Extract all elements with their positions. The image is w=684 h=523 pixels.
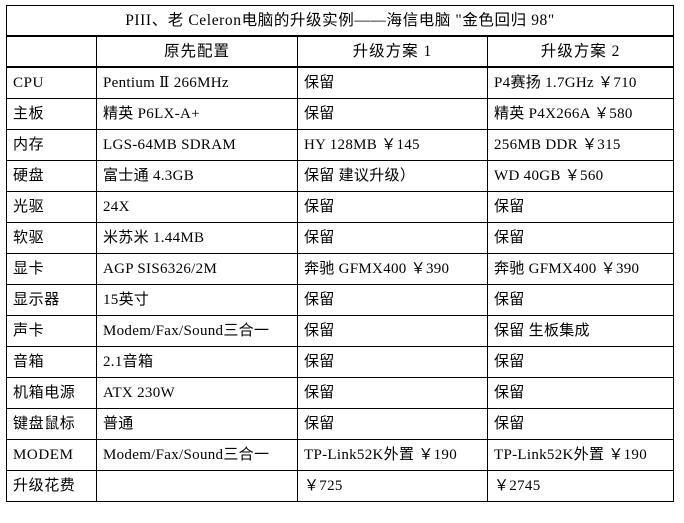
row-label: 主板 bbox=[6, 98, 97, 130]
table-row: 硬盘 富士通 4.3GB 保留 建议升级） WD 40GB ￥560 bbox=[6, 160, 675, 192]
header-cell-blank bbox=[6, 35, 97, 68]
table-title-row: PIII、老 Celeron电脑的升级实例——海信电脑 "金色回归 98" bbox=[5, 5, 675, 37]
header-cell-plan2: 升级方案 2 bbox=[486, 35, 675, 68]
table-row: 声卡 Modem/Fax/Sound三合一 保留 保留 生板集成 bbox=[6, 315, 675, 347]
cell-original: Pentium Ⅱ 266MHz bbox=[96, 66, 298, 99]
cell-plan1: 保留 bbox=[297, 408, 488, 440]
table-row: 显示器 15英寸 保留 保留 bbox=[6, 284, 675, 316]
cell-plan1: 保留 bbox=[297, 284, 488, 316]
table-body: PIII、老 Celeron电脑的升级实例——海信电脑 "金色回归 98" 原先… bbox=[5, 5, 675, 502]
cell-plan2: 256MB DDR ￥315 bbox=[486, 129, 675, 161]
table-row: MODEM Modem/Fax/Sound三合一 TP-Link52K外置 ￥1… bbox=[6, 439, 675, 471]
row-label: 显卡 bbox=[6, 253, 97, 285]
cell-plan1: ￥725 bbox=[297, 470, 488, 502]
cell-plan1: 保留 bbox=[297, 377, 488, 409]
cell-plan2: WD 40GB ￥560 bbox=[486, 160, 675, 192]
cell-plan1: 保留 bbox=[297, 315, 488, 347]
row-label: 光驱 bbox=[6, 191, 97, 223]
table-row: CPU Pentium Ⅱ 266MHz 保留 P4赛扬 1.7GHz ￥710 bbox=[6, 66, 675, 99]
row-label: MODEM bbox=[6, 439, 97, 471]
table-row: 软驱 米苏米 1.44MB 保留 保留 bbox=[6, 222, 675, 254]
row-label: 硬盘 bbox=[6, 160, 97, 192]
cell-original: 富士通 4.3GB bbox=[96, 160, 298, 192]
table-row: 音箱 2.1音箱 保留 保留 bbox=[6, 346, 675, 378]
row-label: 声卡 bbox=[6, 315, 97, 347]
table-row: 显卡 AGP SIS6326/2M 奔驰 GFMX400 ￥390 奔驰 GFM… bbox=[6, 253, 675, 285]
table-row: 键盘鼠标 普通 保留 保留 bbox=[6, 408, 675, 440]
row-label: CPU bbox=[6, 66, 97, 99]
table-title: PIII、老 Celeron电脑的升级实例——海信电脑 "金色回归 98" bbox=[5, 5, 675, 37]
cell-original: 2.1音箱 bbox=[96, 346, 298, 378]
spec-table-wrapper: PIII、老 Celeron电脑的升级实例——海信电脑 "金色回归 98" 原先… bbox=[5, 5, 675, 502]
cell-plan2: 奔驰 GFMX400 ￥390 bbox=[486, 253, 675, 285]
cell-original: 米苏米 1.44MB bbox=[96, 222, 298, 254]
cell-original: Modem/Fax/Sound三合一 bbox=[96, 439, 298, 471]
table-row: 光驱 24X 保留 保留 bbox=[6, 191, 675, 223]
cell-plan1: 保留 bbox=[297, 346, 488, 378]
cell-plan2: TP-Link52K外置 ￥190 bbox=[486, 439, 675, 471]
cell-original: 15英寸 bbox=[96, 284, 298, 316]
row-label: 升级花费 bbox=[6, 470, 97, 502]
cell-plan2: 保留 bbox=[486, 408, 675, 440]
cell-plan2: 保留 bbox=[486, 346, 675, 378]
cell-plan1: HY 128MB ￥145 bbox=[297, 129, 488, 161]
row-label: 键盘鼠标 bbox=[6, 408, 97, 440]
cell-original: 24X bbox=[96, 191, 298, 223]
cell-plan1: 保留 bbox=[297, 66, 488, 99]
row-label: 内存 bbox=[6, 129, 97, 161]
header-cell-plan1: 升级方案 1 bbox=[297, 35, 488, 68]
row-label: 音箱 bbox=[6, 346, 97, 378]
cell-plan1: 奔驰 GFMX400 ￥390 bbox=[297, 253, 488, 285]
cell-original: AGP SIS6326/2M bbox=[96, 253, 298, 285]
cell-plan2: 保留 生板集成 bbox=[486, 315, 675, 347]
table-row: 内存 LGS-64MB SDRAM HY 128MB ￥145 256MB DD… bbox=[6, 129, 675, 161]
cell-original: 精英 P6LX-A+ bbox=[96, 98, 298, 130]
cell-plan2: ￥2745 bbox=[486, 470, 675, 502]
cell-plan2: 保留 bbox=[486, 284, 675, 316]
upgrade-spec-table: PIII、老 Celeron电脑的升级实例——海信电脑 "金色回归 98" 原先… bbox=[5, 5, 675, 502]
table-row: 机箱电源 ATX 230W 保留 保留 bbox=[6, 377, 675, 409]
cell-plan2: 保留 bbox=[486, 377, 675, 409]
header-cell-original: 原先配置 bbox=[96, 35, 298, 68]
cell-plan2: 保留 bbox=[486, 222, 675, 254]
cell-original: 普通 bbox=[96, 408, 298, 440]
cell-plan2: P4赛扬 1.7GHz ￥710 bbox=[486, 66, 675, 99]
table-row: 主板 精英 P6LX-A+ 保留 精英 P4X266A ￥580 bbox=[6, 98, 675, 130]
cell-plan1: TP-Link52K外置 ￥190 bbox=[297, 439, 488, 471]
cell-plan2: 保留 bbox=[486, 191, 675, 223]
table-row-total: 升级花费 ￥725 ￥2745 bbox=[6, 470, 675, 502]
row-label: 机箱电源 bbox=[6, 377, 97, 409]
cell-plan1: 保留 建议升级） bbox=[297, 160, 488, 192]
row-label: 软驱 bbox=[6, 222, 97, 254]
cell-plan2: 精英 P4X266A ￥580 bbox=[486, 98, 675, 130]
cell-plan1: 保留 bbox=[297, 98, 488, 130]
cell-original: Modem/Fax/Sound三合一 bbox=[96, 315, 298, 347]
cell-original bbox=[96, 470, 298, 502]
row-label: 显示器 bbox=[6, 284, 97, 316]
cell-original: ATX 230W bbox=[96, 377, 298, 409]
table-header-row: 原先配置 升级方案 1 升级方案 2 bbox=[6, 35, 675, 68]
cell-plan1: 保留 bbox=[297, 191, 488, 223]
cell-plan1: 保留 bbox=[297, 222, 488, 254]
cell-original: LGS-64MB SDRAM bbox=[96, 129, 298, 161]
